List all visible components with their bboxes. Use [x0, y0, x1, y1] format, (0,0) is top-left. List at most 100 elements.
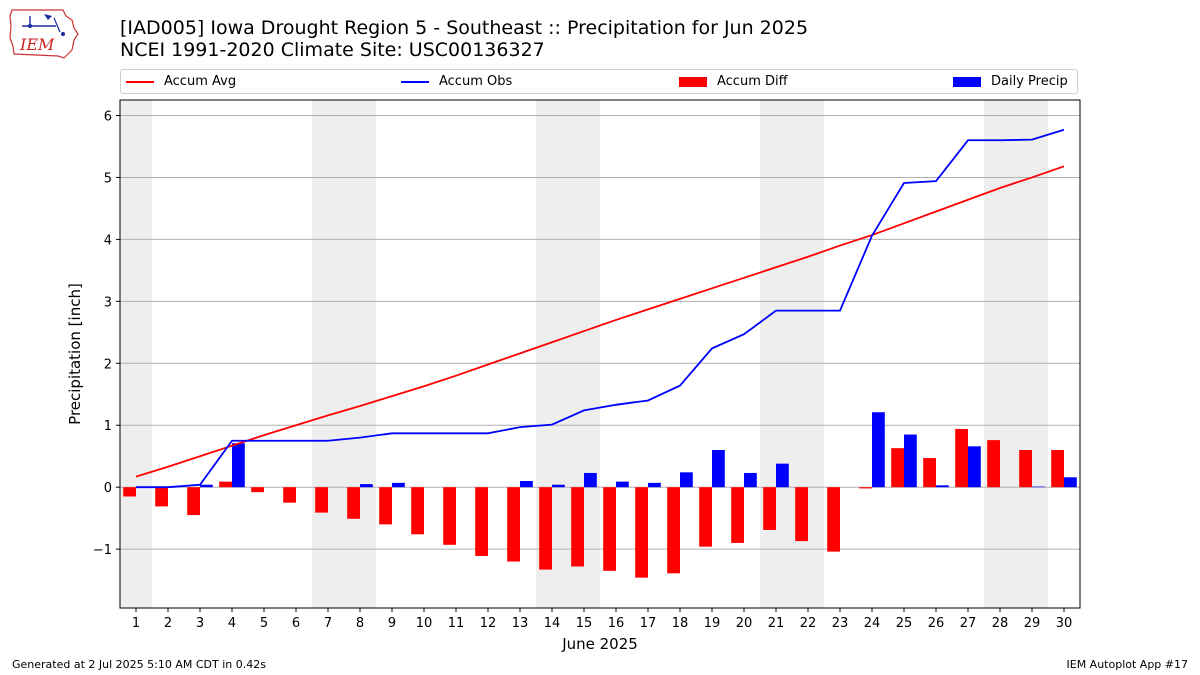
x-tick-label: 26 — [928, 616, 945, 631]
bar-accum-diff — [251, 487, 264, 493]
x-tick-label: 7 — [324, 616, 332, 631]
bar-daily-precip — [968, 446, 981, 488]
bar-accum-diff — [1019, 450, 1032, 488]
bar-accum-diff — [443, 487, 456, 545]
legend-accum-diff: Accum Diff — [679, 74, 788, 89]
weekend-shade — [120, 100, 152, 608]
x-tick-label: 9 — [388, 616, 396, 631]
line-accum-avg — [135, 165, 1065, 478]
legend-label-accum-avg: Accum Avg — [164, 74, 237, 89]
bar-accum-diff — [283, 487, 296, 503]
bar-daily-precip — [360, 484, 373, 488]
plot-frame — [119, 99, 1081, 609]
bar-daily-precip — [232, 443, 245, 488]
bar-accum-diff — [859, 487, 872, 489]
bar-accum-diff — [315, 487, 328, 513]
y-tick-label: 5 — [104, 171, 112, 186]
y-tick-label: 2 — [104, 357, 112, 372]
weekend-shade — [1016, 100, 1048, 608]
bar-accum-diff — [411, 487, 424, 535]
bar-accum-diff — [731, 487, 744, 543]
weekend-shade — [984, 100, 1016, 608]
bar-accum-diff — [699, 487, 712, 547]
legend-daily-precip: Daily Precip — [953, 74, 1068, 89]
y-tick-label: 1 — [104, 419, 112, 434]
weekend-shade — [760, 100, 792, 608]
footer-generated: Generated at 2 Jul 2025 5:10 AM CDT in 0… — [12, 658, 266, 671]
legend-label-daily-precip: Daily Precip — [991, 74, 1068, 89]
x-tick-label: 4 — [228, 616, 236, 631]
x-tick-label: 17 — [640, 616, 657, 631]
bar-accum-diff — [219, 481, 232, 488]
bar-accum-diff — [123, 487, 136, 497]
x-tick-label: 22 — [800, 616, 817, 631]
legend-accum-obs: Accum Obs — [401, 74, 512, 89]
bar-daily-precip — [712, 450, 725, 488]
y-tick-label: 3 — [104, 295, 112, 310]
footer-app: IEM Autoplot App #17 — [1066, 658, 1189, 671]
legend-swatch-accum-avg — [126, 80, 154, 83]
bar-daily-precip — [552, 484, 565, 488]
bar-accum-diff — [763, 487, 776, 530]
bar-accum-diff — [891, 448, 904, 488]
x-tick-label: 28 — [992, 616, 1009, 631]
bar-accum-diff — [571, 487, 584, 567]
chart-subtitle: NCEI 1991-2020 Climate Site: USC00136327 — [120, 39, 545, 61]
bar-daily-precip — [872, 412, 885, 488]
legend-label-accum-diff: Accum Diff — [717, 74, 788, 89]
bar-daily-precip — [744, 472, 757, 488]
bar-daily-precip — [200, 484, 213, 488]
bar-daily-precip — [904, 434, 917, 488]
y-tick-label: −1 — [93, 543, 112, 558]
bar-accum-diff — [347, 487, 360, 519]
bar-accum-diff — [475, 487, 488, 556]
legend-accum-avg: Accum Avg — [126, 74, 236, 89]
bar-daily-precip — [584, 472, 597, 488]
weekend-shade — [312, 100, 344, 608]
x-tick-label: 18 — [672, 616, 689, 631]
chart-title: [IAD005] Iowa Drought Region 5 - Southea… — [120, 17, 809, 39]
bar-daily-precip — [648, 482, 661, 488]
bar-accum-diff — [667, 487, 680, 574]
weekend-shade — [568, 100, 600, 608]
x-tick-label: 21 — [768, 616, 785, 631]
weekend-shade — [344, 100, 376, 608]
x-tick-label: 25 — [896, 616, 913, 631]
x-tick-label: 6 — [292, 616, 300, 631]
bar-accum-diff — [155, 487, 168, 507]
x-tick-label: 24 — [864, 616, 881, 631]
x-tick-label: 15 — [576, 616, 593, 631]
x-tick-label: 23 — [832, 616, 849, 631]
x-tick-label: 11 — [448, 616, 465, 631]
x-tick-label: 2 — [164, 616, 172, 631]
bar-daily-precip — [776, 463, 789, 488]
bar-accum-diff — [187, 487, 200, 516]
x-tick-label: 16 — [608, 616, 625, 631]
legend: Accum Avg Accum Obs Accum Diff Daily Pre… — [120, 69, 1078, 94]
bar-accum-diff — [1051, 450, 1064, 488]
x-tick-label: 29 — [1024, 616, 1041, 631]
x-tick-label: 10 — [416, 616, 433, 631]
x-tick-label: 5 — [260, 616, 268, 631]
bar-daily-precip — [616, 481, 629, 488]
bar-accum-diff — [603, 487, 616, 571]
x-axis-label: June 2025 — [561, 635, 638, 653]
x-tick-label: 27 — [960, 616, 977, 631]
bar-daily-precip — [936, 485, 949, 488]
x-tick-label: 3 — [196, 616, 204, 631]
legend-swatch-accum-diff — [679, 76, 707, 87]
bar-accum-diff — [379, 487, 392, 525]
x-tick-label: 20 — [736, 616, 753, 631]
legend-label-accum-obs: Accum Obs — [439, 74, 513, 89]
x-tick-label: 19 — [704, 616, 721, 631]
y-tick-label: 0 — [104, 481, 112, 496]
bar-accum-diff — [955, 428, 968, 488]
x-tick-label: 30 — [1056, 616, 1073, 631]
chart-title-block: [IAD005] Iowa Drought Region 5 - Southea… — [120, 17, 808, 61]
bar-daily-precip — [520, 481, 533, 488]
bar-daily-precip — [1032, 486, 1045, 488]
bar-accum-diff — [987, 440, 1000, 488]
bar-daily-precip — [392, 482, 405, 488]
x-tick-label: 13 — [512, 616, 529, 631]
weekend-shade — [536, 100, 568, 608]
